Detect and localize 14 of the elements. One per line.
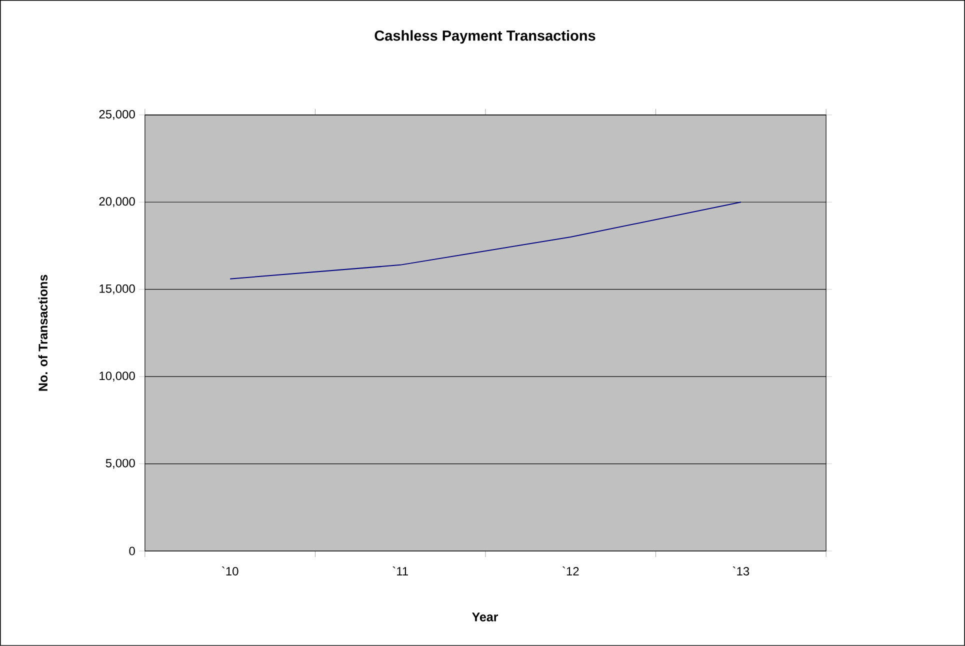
y-axis-title: No. of Transactions — [38, 274, 48, 391]
y-tick-label: 0 — [129, 546, 135, 556]
x-tick-label: `11 — [392, 566, 408, 576]
x-tick-label: `10 — [222, 566, 238, 576]
x-tick-label: `12 — [562, 566, 579, 576]
y-tick-label: 15,000 — [100, 284, 135, 294]
x-tick-label: `13 — [732, 566, 750, 576]
x-axis-title: Year — [472, 612, 498, 622]
y-tick-label: 10,000 — [100, 372, 135, 382]
y-tick-label: 25,000 — [99, 110, 135, 120]
y-tick-label: 5,000 — [106, 458, 135, 469]
y-tick-label: 20,000 — [99, 197, 135, 208]
chart-title: Cashless Payment Transactions — [374, 30, 596, 44]
line-series — [230, 202, 742, 280]
